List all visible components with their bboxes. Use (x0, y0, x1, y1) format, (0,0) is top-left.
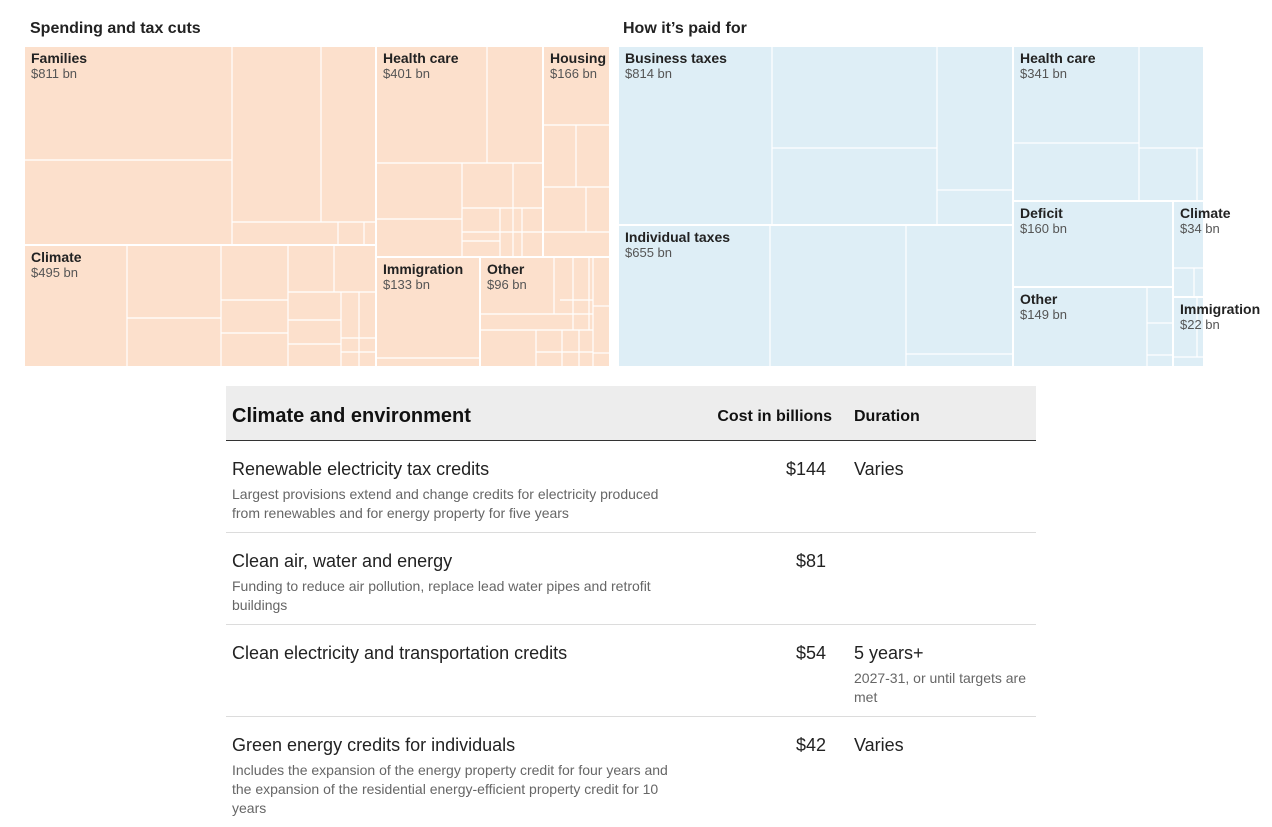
treemap-group-value: $149 bn (1020, 307, 1067, 322)
row-description: Funding to reduce air pollution, replace… (232, 578, 651, 613)
treemap-group-value: $96 bn (487, 277, 527, 292)
row-name: Renewable electricity tax credits (232, 459, 490, 479)
treemap-group-name: Health care (1020, 50, 1096, 66)
treemap-label-families: Families $811 bn (31, 50, 87, 82)
treemap-label-immigration: Immigration $22 bn (1180, 301, 1260, 333)
treemap-cell-other (1014, 288, 1172, 366)
treemap-cell-individual-taxes (619, 226, 1012, 366)
treemap-group-value: $133 bn (383, 277, 430, 292)
treemap-group-name: Health care (383, 50, 459, 66)
treemap-group-value: $401 bn (383, 66, 430, 81)
row-name: Green energy credits for individuals (232, 735, 516, 755)
treemap-label-immigration: Immigration $133 bn (383, 261, 463, 293)
treemap-cell-business-taxes (619, 47, 1012, 224)
treemap-group-name: Individual taxes (625, 229, 731, 245)
treemap-label-other: Other $96 bn (487, 261, 527, 293)
table-row: Clean electricity and transportation cre… (226, 625, 1036, 717)
treemap-cell-other (481, 258, 609, 366)
treemap-group-value: $811 bn (31, 66, 78, 81)
table-row: Renewable electricity tax credits Larges… (226, 441, 1036, 533)
treemap-cell-health-care (377, 47, 542, 256)
treemap-group-name: Families (31, 50, 88, 66)
funding-treemap (619, 47, 1203, 366)
climate-environment-table: Climate and environment Cost in billions… (226, 386, 1036, 827)
duration-column-header: Duration (854, 408, 920, 425)
treemap-cell-climate (1174, 202, 1203, 296)
treemap-label-climate: Climate $34 bn (1180, 205, 1231, 237)
treemap-group-value: $655 bn (625, 245, 672, 260)
treemap-group-name: Deficit (1020, 205, 1063, 221)
row-duration: Varies (854, 735, 904, 755)
table-row: Clean air, water and energy Funding to r… (226, 533, 1036, 625)
treemap-group-value: $34 bn (1180, 221, 1220, 236)
treemap-label-deficit: Deficit $160 bn (1020, 205, 1067, 237)
treemap-group-value: $495 bn (31, 265, 78, 280)
row-duration-note: 2027-31, or until targets are met (854, 670, 1026, 705)
spending-treemap-title: Spending and tax cuts (30, 20, 201, 37)
row-cost: $42 (795, 735, 826, 755)
treemap-group-value: $166 bn (550, 66, 597, 81)
treemaps-svg (25, 47, 1203, 366)
row-cost: $81 (795, 551, 826, 571)
treemap-label-business-taxes: Business taxes $814 bn (625, 50, 727, 82)
spending-treemap (25, 47, 609, 366)
row-description: Largest provisions extend and change cre… (232, 486, 659, 521)
treemap-cell-health-care (1014, 47, 1203, 200)
row-duration: Varies (854, 459, 904, 479)
row-cost: $144 (785, 459, 826, 479)
treemap-cell-immigration (1174, 298, 1203, 366)
row-name: Clean electricity and transportation cre… (232, 643, 568, 663)
table-header: Climate and environment Cost in billions… (226, 386, 1036, 441)
row-name: Clean air, water and energy (232, 551, 453, 571)
treemap-label-health-care: Health care $341 bn (1020, 50, 1095, 82)
treemap-group-name: Business taxes (625, 50, 727, 66)
treemap-group-name: Climate (31, 249, 82, 265)
treemap-cell-climate (25, 246, 375, 366)
treemap-label-other: Other $149 bn (1020, 291, 1067, 323)
cost-column-header: Cost in billions (717, 408, 832, 425)
treemap-cell-immigration (377, 258, 479, 366)
row-description: Includes the expansion of the energy pro… (232, 762, 668, 816)
table-row: Green energy credits for individuals Inc… (226, 717, 1036, 827)
treemap-label-climate: Climate $495 bn (31, 249, 82, 281)
treemap-group-value: $341 bn (1020, 66, 1067, 81)
treemap-label-individual-taxes: Individual taxes $655 bn (625, 229, 730, 261)
row-duration: 5 years+ (854, 643, 924, 663)
treemap-label-health-care: Health care $401 bn (383, 50, 458, 82)
treemap-cell-families (25, 47, 375, 244)
treemap-label-housing: Housing $166 bn (550, 50, 606, 82)
treemap-group-value: $22 bn (1180, 317, 1220, 332)
funding-treemap-title: How it’s paid for (623, 20, 747, 37)
treemap-group-name: Immigration (1180, 301, 1261, 317)
row-cost: $54 (795, 643, 826, 663)
treemap-group-name: Immigration (383, 261, 464, 277)
treemap-group-value: $160 bn (1020, 221, 1067, 236)
treemap-cell-deficit (1014, 202, 1172, 286)
treemap-group-value: $814 bn (625, 66, 672, 81)
treemap-group-name: Housing (550, 50, 606, 66)
treemap-group-name: Other (487, 261, 525, 277)
treemap-group-name: Other (1020, 291, 1058, 307)
table-title: Climate and environment (232, 405, 471, 427)
treemap-group-name: Climate (1180, 205, 1231, 221)
